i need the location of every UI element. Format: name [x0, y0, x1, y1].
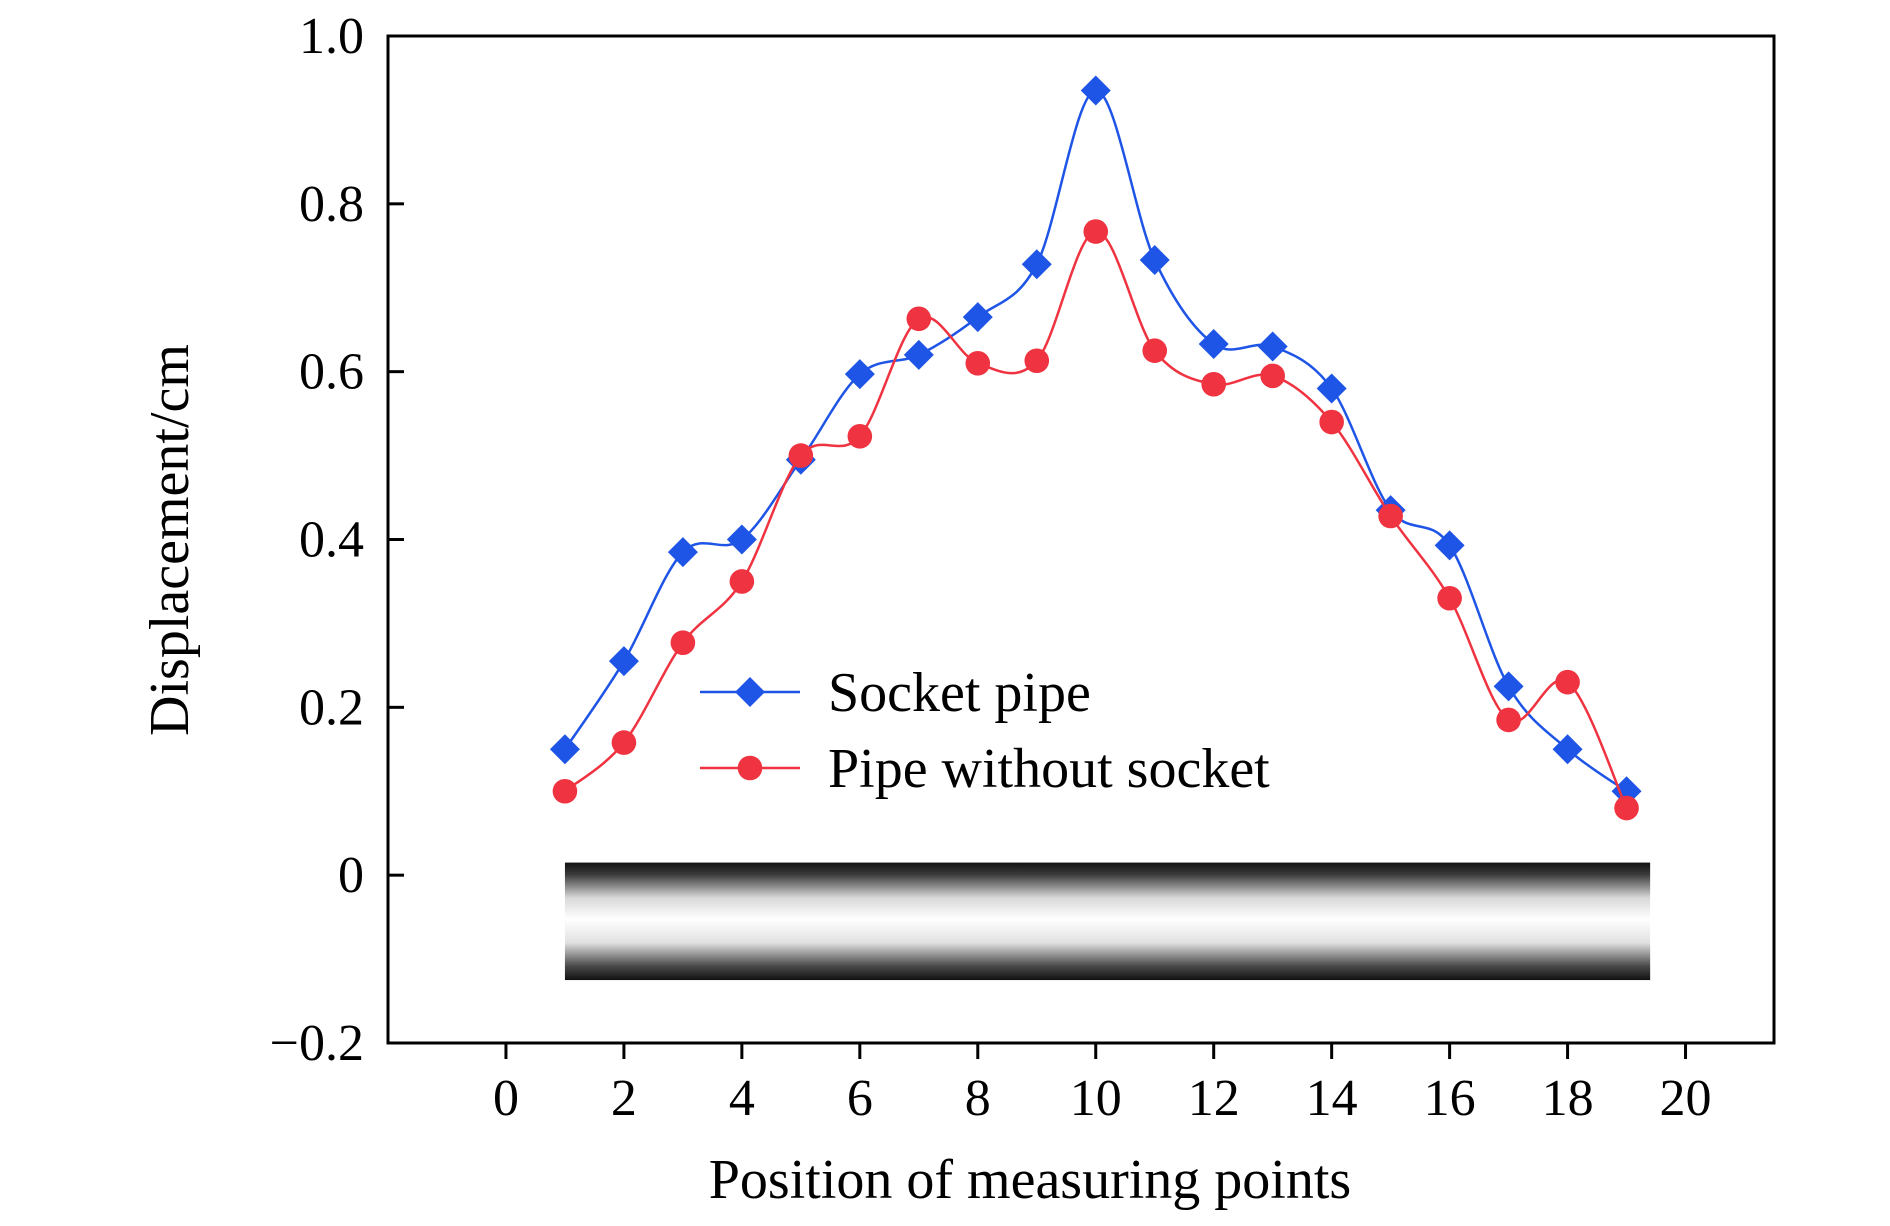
data-point — [1316, 373, 1347, 404]
data-point — [1080, 75, 1111, 106]
axes-layer: 0 2 4 6 8 10 12 14 16 18 20 −0.2 0 0.2 0.4 0.6 0.8 1.0 — [270, 8, 1776, 1127]
data-point — [844, 359, 875, 390]
series-line — [563, 89, 1628, 793]
legend-item: Pipe without socket — [700, 738, 1270, 800]
x-tick-label: 10 — [1070, 1070, 1122, 1127]
legend: Socket pipe Pipe without socket — [700, 662, 1270, 800]
data-point — [965, 350, 991, 376]
data-point — [667, 537, 698, 568]
series-socket-pipe — [549, 75, 1642, 807]
x-tick-label: 20 — [1660, 1070, 1712, 1127]
data-point — [1614, 795, 1639, 821]
y-axis-title: Displacement/cm — [139, 344, 201, 736]
x-axis-title: Position of measuring points — [709, 1149, 1351, 1211]
x-tick-label: 0 — [493, 1070, 519, 1127]
data-point — [552, 778, 578, 804]
legend-item: Socket pipe — [700, 662, 1091, 724]
data-point — [1555, 669, 1580, 695]
x-tick-label: 6 — [847, 1070, 873, 1127]
data-point — [962, 302, 993, 333]
legend-swatch-marker — [735, 677, 765, 707]
y-tick-label: 0.4 — [299, 512, 364, 569]
data-point — [1142, 338, 1168, 363]
x-tick-label: 18 — [1542, 1070, 1594, 1127]
y-tick-label: 0.6 — [299, 344, 364, 401]
data-point — [906, 306, 932, 332]
legend-label: Socket pipe — [828, 662, 1091, 724]
data-point — [726, 524, 757, 555]
data-point — [729, 569, 755, 594]
data-point — [1552, 734, 1583, 765]
y-tick-label: 0.8 — [299, 176, 364, 233]
legend-label: Pipe without socket — [828, 738, 1270, 800]
data-point — [1434, 530, 1465, 561]
data-point — [1260, 363, 1285, 389]
y-tick-label: 0 — [338, 847, 364, 904]
data-point — [608, 646, 639, 677]
data-point — [1257, 331, 1288, 362]
pipe-illustration — [564, 862, 1651, 981]
data-point — [1021, 249, 1052, 280]
data-point — [1437, 585, 1462, 611]
data-point — [1024, 348, 1050, 374]
series-line — [564, 230, 1628, 809]
data-point — [1139, 245, 1170, 276]
data-point — [1198, 328, 1229, 359]
data-point — [1201, 371, 1227, 397]
x-tick-label: 2 — [611, 1070, 637, 1127]
data-point — [1496, 707, 1521, 733]
data-point — [788, 443, 814, 468]
data-point — [1378, 503, 1403, 529]
data-point — [1083, 219, 1109, 244]
x-tick-label: 12 — [1188, 1070, 1240, 1127]
x-tick-label: 8 — [965, 1070, 991, 1127]
data-point — [1493, 671, 1524, 702]
x-tick-label: 4 — [729, 1070, 755, 1127]
legend-swatch-marker — [737, 755, 763, 781]
data-point — [549, 734, 580, 765]
x-tick-label: 14 — [1306, 1070, 1358, 1127]
data-point — [670, 630, 696, 656]
series-pipe-without-socket — [552, 219, 1639, 821]
data-point — [847, 423, 873, 449]
pipe-illustration-layer — [564, 862, 1651, 981]
data-point — [1319, 409, 1344, 435]
y-tick-label: 0.2 — [299, 679, 364, 736]
data-point — [611, 730, 637, 755]
series-layer — [549, 75, 1642, 821]
data-point — [903, 339, 934, 370]
x-tick-label: 16 — [1424, 1070, 1476, 1127]
y-tick-label: −0.2 — [270, 1015, 364, 1072]
y-tick-label: 1.0 — [299, 8, 364, 65]
